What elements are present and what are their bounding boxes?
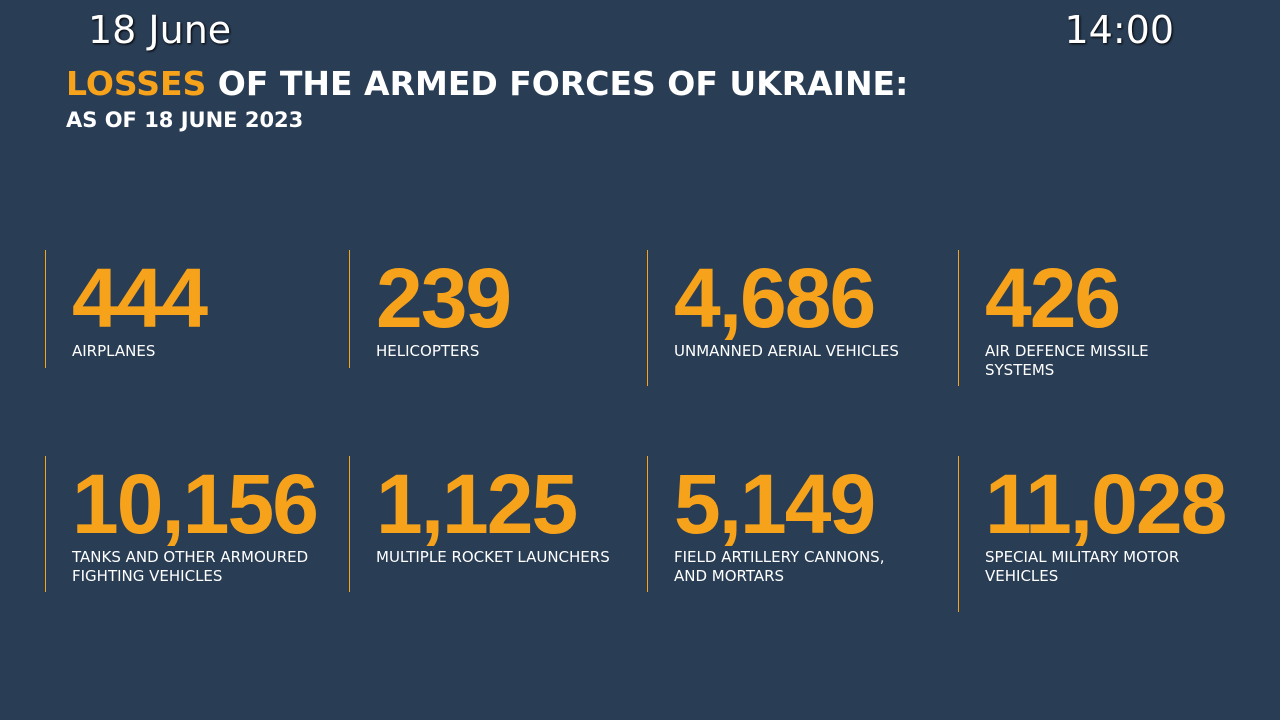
label-line: SYSTEMS bbox=[985, 361, 1055, 379]
stat-number: 426 bbox=[985, 251, 1121, 345]
label-line: MULTIPLE ROCKET LAUNCHERS bbox=[376, 548, 610, 566]
subtitle: AS OF 18 JUNE 2023 bbox=[66, 108, 304, 132]
stat-number: 4,686 bbox=[674, 251, 876, 345]
stat-card: 239 HELICOPTERS bbox=[349, 250, 630, 368]
time: 14:00 bbox=[1064, 8, 1174, 52]
stat-label: FIELD ARTILLERY CANNONS, AND MORTARS bbox=[674, 548, 884, 586]
date: 18 June bbox=[88, 8, 232, 52]
label-line: VEHICLES bbox=[985, 567, 1059, 585]
stat-label: HELICOPTERS bbox=[376, 342, 479, 361]
stat-label: AIRPLANES bbox=[72, 342, 155, 361]
stat-card: 10,156 TANKS AND OTHER ARMOURED FIGHTING V… bbox=[45, 456, 326, 592]
label-line: UNMANNED AERIAL VEHICLES bbox=[674, 342, 899, 360]
stat-label: MULTIPLE ROCKET LAUNCHERS bbox=[376, 548, 610, 567]
stat-number: 5,149 bbox=[674, 457, 876, 551]
label-line: SPECIAL MILITARY MOTOR bbox=[985, 548, 1180, 566]
label-line: HELICOPTERS bbox=[376, 342, 480, 360]
stat-card: 444 AIRPLANES bbox=[45, 250, 326, 368]
title-highlight: LOSSES bbox=[66, 64, 207, 103]
stat-card: 11,028 SPECIAL MILITARY MOTOR VEHICLES bbox=[958, 456, 1239, 612]
stat-label: AIR DEFENCE MISSILE SYSTEMS bbox=[985, 342, 1149, 380]
stat-label: SPECIAL MILITARY MOTOR VEHICLES bbox=[985, 548, 1179, 586]
stat-number: 1,125 bbox=[376, 457, 578, 551]
label-line: FIGHTING VEHICLES bbox=[72, 567, 223, 585]
stat-label: TANKS AND OTHER ARMOURED FIGHTING VEHICLE… bbox=[72, 548, 308, 586]
stat-number: 11,028 bbox=[985, 457, 1227, 551]
stat-card: 1,125 MULTIPLE ROCKET LAUNCHERS bbox=[349, 456, 630, 592]
label-line: FIELD ARTILLERY CANNONS, bbox=[674, 548, 885, 566]
stat-label: UNMANNED AERIAL VEHICLES bbox=[674, 342, 899, 361]
label-line: TANKS AND OTHER ARMOURED bbox=[72, 548, 309, 566]
stat-number: 239 bbox=[376, 251, 512, 345]
title: LOSSES OF THE ARMED FORCES OF UKRAINE: bbox=[66, 64, 908, 103]
stat-card: 4,686 UNMANNED AERIAL VEHICLES bbox=[647, 250, 928, 386]
title-rest: OF THE ARMED FORCES OF UKRAINE: bbox=[217, 64, 909, 103]
stat-card: 426 AIR DEFENCE MISSILE SYSTEMS bbox=[958, 250, 1239, 386]
label-line: AIRPLANES bbox=[72, 342, 156, 360]
stat-card: 5,149 FIELD ARTILLERY CANNONS, AND MORTARS bbox=[647, 456, 928, 592]
stat-number: 444 bbox=[72, 251, 208, 345]
label-line: AND MORTARS bbox=[674, 567, 785, 585]
stat-number: 10,156 bbox=[72, 457, 319, 551]
label-line: AIR DEFENCE MISSILE bbox=[985, 342, 1149, 360]
